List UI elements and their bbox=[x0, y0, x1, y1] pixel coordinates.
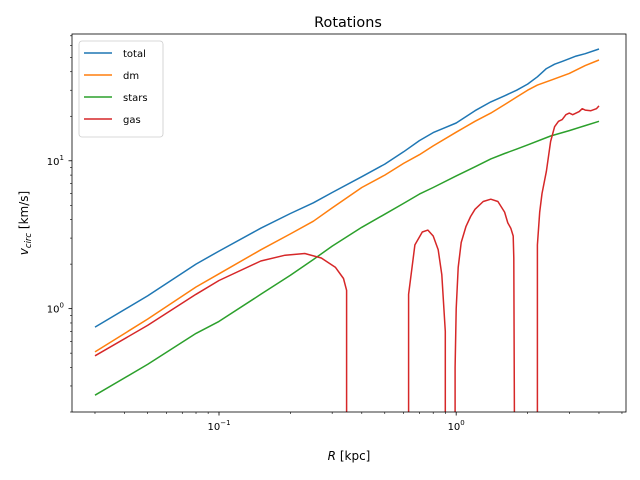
y-axis: 100 101 bbox=[47, 35, 72, 413]
plot-area bbox=[94, 48, 600, 412]
axes-frame bbox=[71, 33, 627, 413]
legend-label-dm: dm bbox=[123, 71, 139, 82]
legend-label-total: total bbox=[123, 49, 146, 60]
legend: total dm stars gas bbox=[78, 40, 164, 138]
x-axis-label: R [kpc] bbox=[328, 449, 371, 463]
y-tick-label: 100 bbox=[47, 302, 64, 316]
series-line-dm bbox=[94, 59, 600, 353]
legend-label-stars: stars bbox=[123, 93, 148, 104]
y-axis-label: vcirc [km/s] bbox=[17, 191, 34, 255]
legend-box bbox=[78, 40, 164, 138]
series-line-gas-4 bbox=[536, 105, 600, 412]
chart-title: Rotations bbox=[314, 15, 382, 31]
series-line-gas-1 bbox=[94, 252, 348, 412]
x-tick-label: 10−1 bbox=[207, 419, 230, 433]
series-line-stars bbox=[94, 120, 600, 396]
series-line-total bbox=[94, 48, 600, 328]
series-line-gas-2 bbox=[407, 229, 447, 412]
legend-label-gas: gas bbox=[123, 115, 141, 126]
y-tick-label: 101 bbox=[47, 154, 64, 168]
series-line-gas-3 bbox=[454, 198, 516, 412]
x-tick-label: 100 bbox=[448, 419, 465, 433]
x-axis: 10−1 100 bbox=[94, 412, 623, 433]
